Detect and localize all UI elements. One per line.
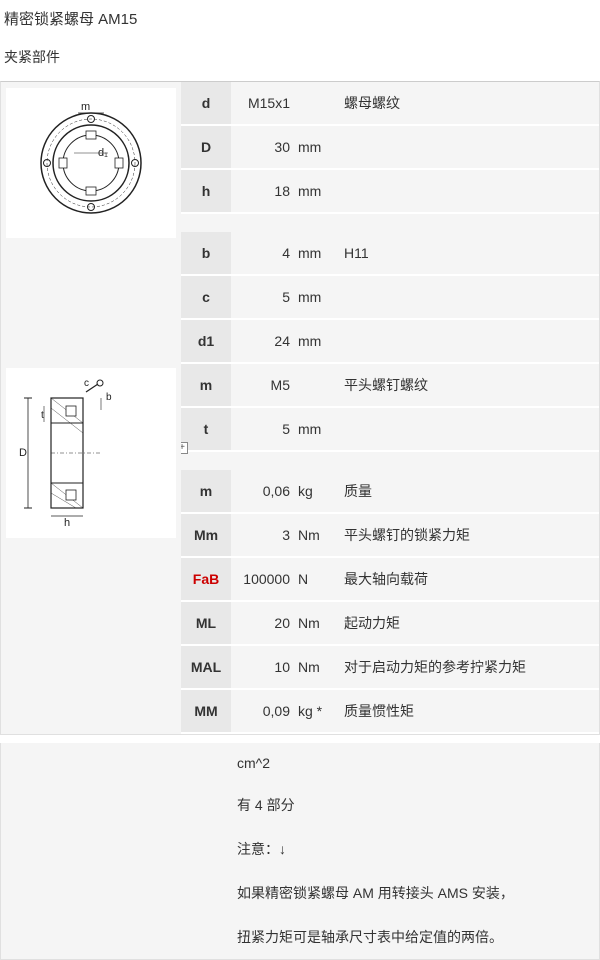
- unit-cell: [296, 364, 338, 406]
- value-cell: 5: [231, 408, 296, 450]
- table-row: FaB 100000 N 最大轴向载荷: [181, 558, 599, 602]
- symbol-cell: d: [181, 82, 231, 124]
- unit-cell: mm: [296, 408, 338, 450]
- desc-cell: 最大轴向载荷: [338, 558, 599, 600]
- desc-cell: H11: [338, 232, 599, 274]
- unit-cell: kg *: [296, 690, 338, 732]
- value-cell: M5: [231, 364, 296, 406]
- table-row: ML 20 Nm 起动力矩: [181, 602, 599, 646]
- symbol-cell: Mm: [181, 514, 231, 556]
- table-row: b 4 mm H11: [181, 232, 599, 276]
- value-cell: M15x1: [231, 82, 296, 124]
- svg-text:D: D: [19, 447, 27, 459]
- unit-cell: [296, 82, 338, 124]
- symbol-cell: m: [181, 364, 231, 406]
- symbol-cell: b: [181, 232, 231, 274]
- note-line-1: 如果精密锁紧螺母 AM 用转接头 AMS 安装，: [231, 871, 599, 915]
- value-cell: 18: [231, 170, 296, 212]
- value-cell: 4: [231, 232, 296, 274]
- desc-cell: [338, 276, 599, 318]
- value-cell: 3: [231, 514, 296, 556]
- symbol-cell: d1: [181, 320, 231, 362]
- unit-cell: mm: [296, 126, 338, 168]
- symbol-cell: MM: [181, 690, 231, 732]
- svg-text:h: h: [64, 517, 70, 528]
- desc-cell: 平头螺钉的锁紧力矩: [338, 514, 599, 556]
- symbol-cell: c: [181, 276, 231, 318]
- value-cell: 30: [231, 126, 296, 168]
- table-row: d1 24 mm: [181, 320, 599, 364]
- symbol-cell: FaB: [181, 558, 231, 600]
- symbol-cell: D: [181, 126, 231, 168]
- unit-cell: Nm: [296, 514, 338, 556]
- desc-cell: 对于启动力矩的参考拧紧力矩: [338, 646, 599, 688]
- unit-cell: Nm: [296, 646, 338, 688]
- desc-cell: [338, 408, 599, 450]
- diagram-column: m d₁ D: [1, 82, 181, 734]
- desc-cell: [338, 126, 599, 168]
- desc-cell: [338, 320, 599, 362]
- notes-panel: cm^2 有 4 部分 注意：↓ 如果精密锁紧螺母 AM 用转接头 AMS 安装…: [0, 743, 600, 960]
- page-title: 精密锁紧螺母 AM15: [4, 8, 596, 29]
- table-row: d M15x1 螺母螺纹: [181, 82, 599, 126]
- symbol-cell: ML: [181, 602, 231, 644]
- value-cell: 24: [231, 320, 296, 362]
- parts-note: 有 4 部分: [231, 783, 599, 827]
- spec-table: d M15x1 螺母螺纹 D 30 mm h 18 mm b 4: [181, 82, 599, 734]
- svg-text:m: m: [81, 101, 90, 113]
- table-row: m M5 平头螺钉螺纹: [181, 364, 599, 408]
- table-row: c 5 mm: [181, 276, 599, 320]
- unit-cell: mm: [296, 320, 338, 362]
- value-cell: 100000: [231, 558, 296, 600]
- desc-cell: 质量惯性矩: [338, 690, 599, 732]
- desc-cell: 螺母螺纹: [338, 82, 599, 124]
- table-row: t 5 mm: [181, 408, 599, 452]
- desc-cell: [338, 170, 599, 212]
- unit-cell: kg: [296, 470, 338, 512]
- table-row: D 30 mm: [181, 126, 599, 170]
- unit-note: cm^2: [231, 743, 599, 783]
- unit-cell: N: [296, 558, 338, 600]
- table-row: MM 0,09 kg * 质量惯性矩: [181, 690, 599, 734]
- value-cell: 20: [231, 602, 296, 644]
- page-subtitle: 夹紧部件: [4, 47, 596, 67]
- value-cell: 5: [231, 276, 296, 318]
- value-cell: 0,06: [231, 470, 296, 512]
- symbol-cell: h: [181, 170, 231, 212]
- desc-cell: 质量: [338, 470, 599, 512]
- table-row: Mm 3 Nm 平头螺钉的锁紧力矩: [181, 514, 599, 558]
- unit-cell: Nm: [296, 602, 338, 644]
- table-row: MAL 10 Nm 对于启动力矩的参考拧紧力矩: [181, 646, 599, 690]
- desc-cell: 起动力矩: [338, 602, 599, 644]
- unit-cell: mm: [296, 276, 338, 318]
- value-cell: 0,09: [231, 690, 296, 732]
- spec-panel: ↵← + m d₁: [0, 81, 600, 735]
- desc-cell: 平头螺钉螺纹: [338, 364, 599, 406]
- section-view-diagram: D c b t: [6, 368, 176, 538]
- table-row: m 0,06 kg 质量: [181, 470, 599, 514]
- svg-text:c: c: [84, 378, 89, 389]
- note-line-2: 扭紧力矩可是轴承尺寸表中给定值的两倍。: [231, 915, 599, 959]
- symbol-cell: t: [181, 408, 231, 450]
- table-row: h 18 mm: [181, 170, 599, 214]
- unit-cell: mm: [296, 232, 338, 274]
- symbol-cell: MAL: [181, 646, 231, 688]
- svg-text:t: t: [41, 410, 44, 421]
- svg-text:b: b: [106, 392, 112, 403]
- unit-cell: mm: [296, 170, 338, 212]
- front-view-diagram: m d₁: [6, 88, 176, 238]
- symbol-cell: m: [181, 470, 231, 512]
- attention-label: 注意：↓: [231, 827, 599, 871]
- value-cell: 10: [231, 646, 296, 688]
